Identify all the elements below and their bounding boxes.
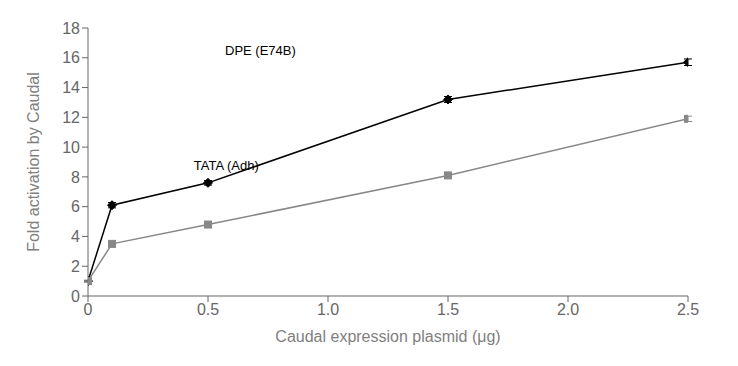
svg-text:Caudal expression plasmid (μg): Caudal expression plasmid (μg) — [275, 328, 500, 345]
svg-text:18: 18 — [62, 20, 80, 37]
svg-text:2.0: 2.0 — [557, 301, 579, 318]
svg-text:10: 10 — [62, 139, 80, 156]
svg-text:4: 4 — [71, 228, 80, 245]
svg-text:1.5: 1.5 — [437, 301, 459, 318]
svg-text:TATA (Adh): TATA (Adh) — [194, 158, 259, 173]
svg-text:0.5: 0.5 — [197, 301, 219, 318]
svg-text:1.0: 1.0 — [317, 301, 339, 318]
svg-text:8: 8 — [71, 169, 80, 186]
svg-text:6: 6 — [71, 198, 80, 215]
svg-text:0: 0 — [84, 301, 93, 318]
svg-text:2.5: 2.5 — [677, 301, 699, 318]
svg-text:12: 12 — [62, 109, 80, 126]
svg-text:14: 14 — [62, 79, 80, 96]
svg-text:16: 16 — [62, 49, 80, 66]
svg-text:DPE (E74B): DPE (E74B) — [225, 43, 296, 58]
svg-text:0: 0 — [71, 288, 80, 305]
svg-text:2: 2 — [71, 258, 80, 275]
svg-text:Fold activation by Caudal: Fold activation by Caudal — [25, 72, 42, 252]
